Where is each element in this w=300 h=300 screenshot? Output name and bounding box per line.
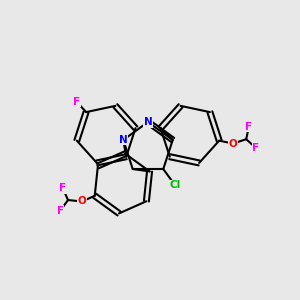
- Text: O: O: [229, 139, 237, 148]
- Text: F: F: [252, 143, 260, 153]
- Text: O: O: [78, 196, 86, 206]
- Text: F: F: [73, 97, 80, 107]
- Text: Cl: Cl: [169, 180, 181, 190]
- Text: F: F: [59, 183, 66, 193]
- Text: N: N: [144, 117, 152, 127]
- Text: F: F: [245, 122, 253, 131]
- Text: N: N: [119, 135, 128, 145]
- Text: F: F: [57, 206, 64, 215]
